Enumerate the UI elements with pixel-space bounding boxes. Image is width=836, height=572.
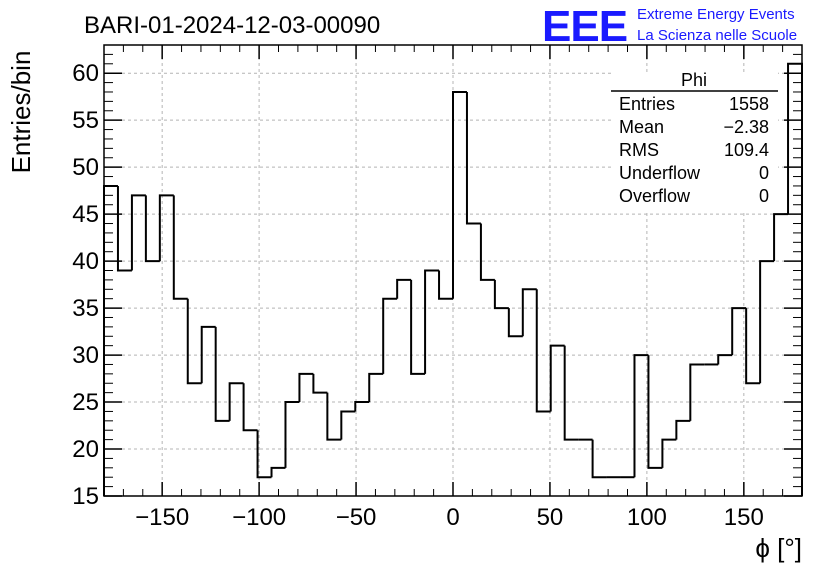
histogram-bin <box>493 279 509 310</box>
y-tick-label: 15 <box>72 483 99 510</box>
stats-label-overflow: Overflow <box>619 186 691 206</box>
x-tick-label: −150 <box>135 504 189 531</box>
histogram-bin <box>452 90 467 299</box>
logo-line-1: Extreme Energy Events <box>637 6 795 23</box>
histogram-bin <box>675 419 691 440</box>
stats-value-entries: 1558 <box>729 94 769 114</box>
histogram-bin <box>312 373 328 394</box>
stats-label-rms: RMS <box>619 140 659 160</box>
x-tick-label: 0 <box>446 504 459 531</box>
histogram-bin <box>745 308 761 385</box>
histogram-bin <box>116 185 132 272</box>
eee-logo: EEE Extreme Energy Events La Scienza nel… <box>542 2 797 51</box>
histogram-bin <box>689 363 705 421</box>
x-tick-label: 50 <box>537 504 564 531</box>
logo-line-2: La Scienza nelle Scuole <box>637 27 797 44</box>
histogram-bin <box>731 307 747 356</box>
axes: −150 −100 −50 0 50 100 150 15 20 25 30 35 40 45 50 55 60 <box>72 44 803 531</box>
histogram-bin <box>130 194 146 271</box>
histogram-bin <box>354 401 370 412</box>
histogram-bin <box>270 466 286 478</box>
histogram-bin <box>228 382 244 421</box>
stats-label-underflow: Underflow <box>619 163 701 183</box>
stats-value-rms: 109.4 <box>724 140 769 160</box>
stats-value-mean: −2.38 <box>723 117 769 137</box>
histogram-bin <box>368 372 384 403</box>
histogram-bin <box>773 213 789 262</box>
stats-value-overflow: 0 <box>759 186 769 206</box>
histogram-bin <box>591 439 607 479</box>
histogram-bin <box>549 344 565 412</box>
histogram-bin <box>214 326 230 422</box>
histogram-bin <box>647 355 663 469</box>
stats-box: Phi Entries 1558 Mean −2.38 RMS 109.4 Un… <box>611 70 778 212</box>
logo-acronym: EEE <box>542 2 627 51</box>
stats-title: Phi <box>681 70 707 90</box>
histogram-bin <box>298 372 314 403</box>
histogram-bin <box>465 91 481 225</box>
y-tick-label: 55 <box>72 107 99 134</box>
histogram-bin <box>479 223 495 281</box>
y-tick-label: 60 <box>72 60 99 87</box>
histogram-bin <box>200 325 216 384</box>
histogram-bin <box>717 354 733 365</box>
histogram-bin <box>186 298 202 385</box>
histogram-bin <box>256 430 272 479</box>
histogram-bin <box>172 195 188 300</box>
histogram-bin <box>410 279 426 375</box>
x-tick-label: −50 <box>336 504 377 531</box>
histogram-bin <box>242 383 258 432</box>
y-tick-label: 20 <box>72 436 99 463</box>
y-tick-label: 35 <box>72 295 99 322</box>
y-tick-label: 50 <box>72 154 99 181</box>
histogram-bin <box>424 269 440 374</box>
histogram-bin <box>521 288 537 337</box>
histogram-bin <box>284 401 300 468</box>
histogram-bin <box>158 194 174 262</box>
histogram-bin <box>507 308 523 338</box>
histogram-bin <box>438 270 453 300</box>
y-axis-label: Entries/bin <box>6 51 36 174</box>
histogram-series <box>103 62 803 496</box>
y-tick-label: 25 <box>72 389 99 416</box>
x-tick-label: 100 <box>627 504 667 531</box>
histogram-bin <box>633 354 649 478</box>
stats-label-entries: Entries <box>619 94 675 114</box>
histogram-bin <box>326 392 342 441</box>
chart-title: BARI-01-2024-12-03-00090 <box>84 12 380 39</box>
stats-box-frame <box>611 72 778 212</box>
stats-label-mean: Mean <box>619 117 664 137</box>
histogram-bin <box>382 297 398 374</box>
histogram-bin <box>340 410 356 440</box>
x-tick-label: 150 <box>724 504 764 531</box>
histogram-bin <box>759 260 775 384</box>
histogram-bin <box>144 195 160 263</box>
y-tick-label: 45 <box>72 201 99 228</box>
histogram-bin <box>661 438 677 468</box>
y-tick-label: 30 <box>72 342 99 369</box>
stats-value-underflow: 0 <box>759 163 769 183</box>
y-tick-label: 40 <box>72 248 99 275</box>
histogram-bin <box>563 345 579 441</box>
x-tick-label: −100 <box>232 504 286 531</box>
x-axis-label: ϕ [°] <box>755 533 802 563</box>
histogram-bin <box>396 278 412 299</box>
histogram-bin <box>535 289 551 413</box>
